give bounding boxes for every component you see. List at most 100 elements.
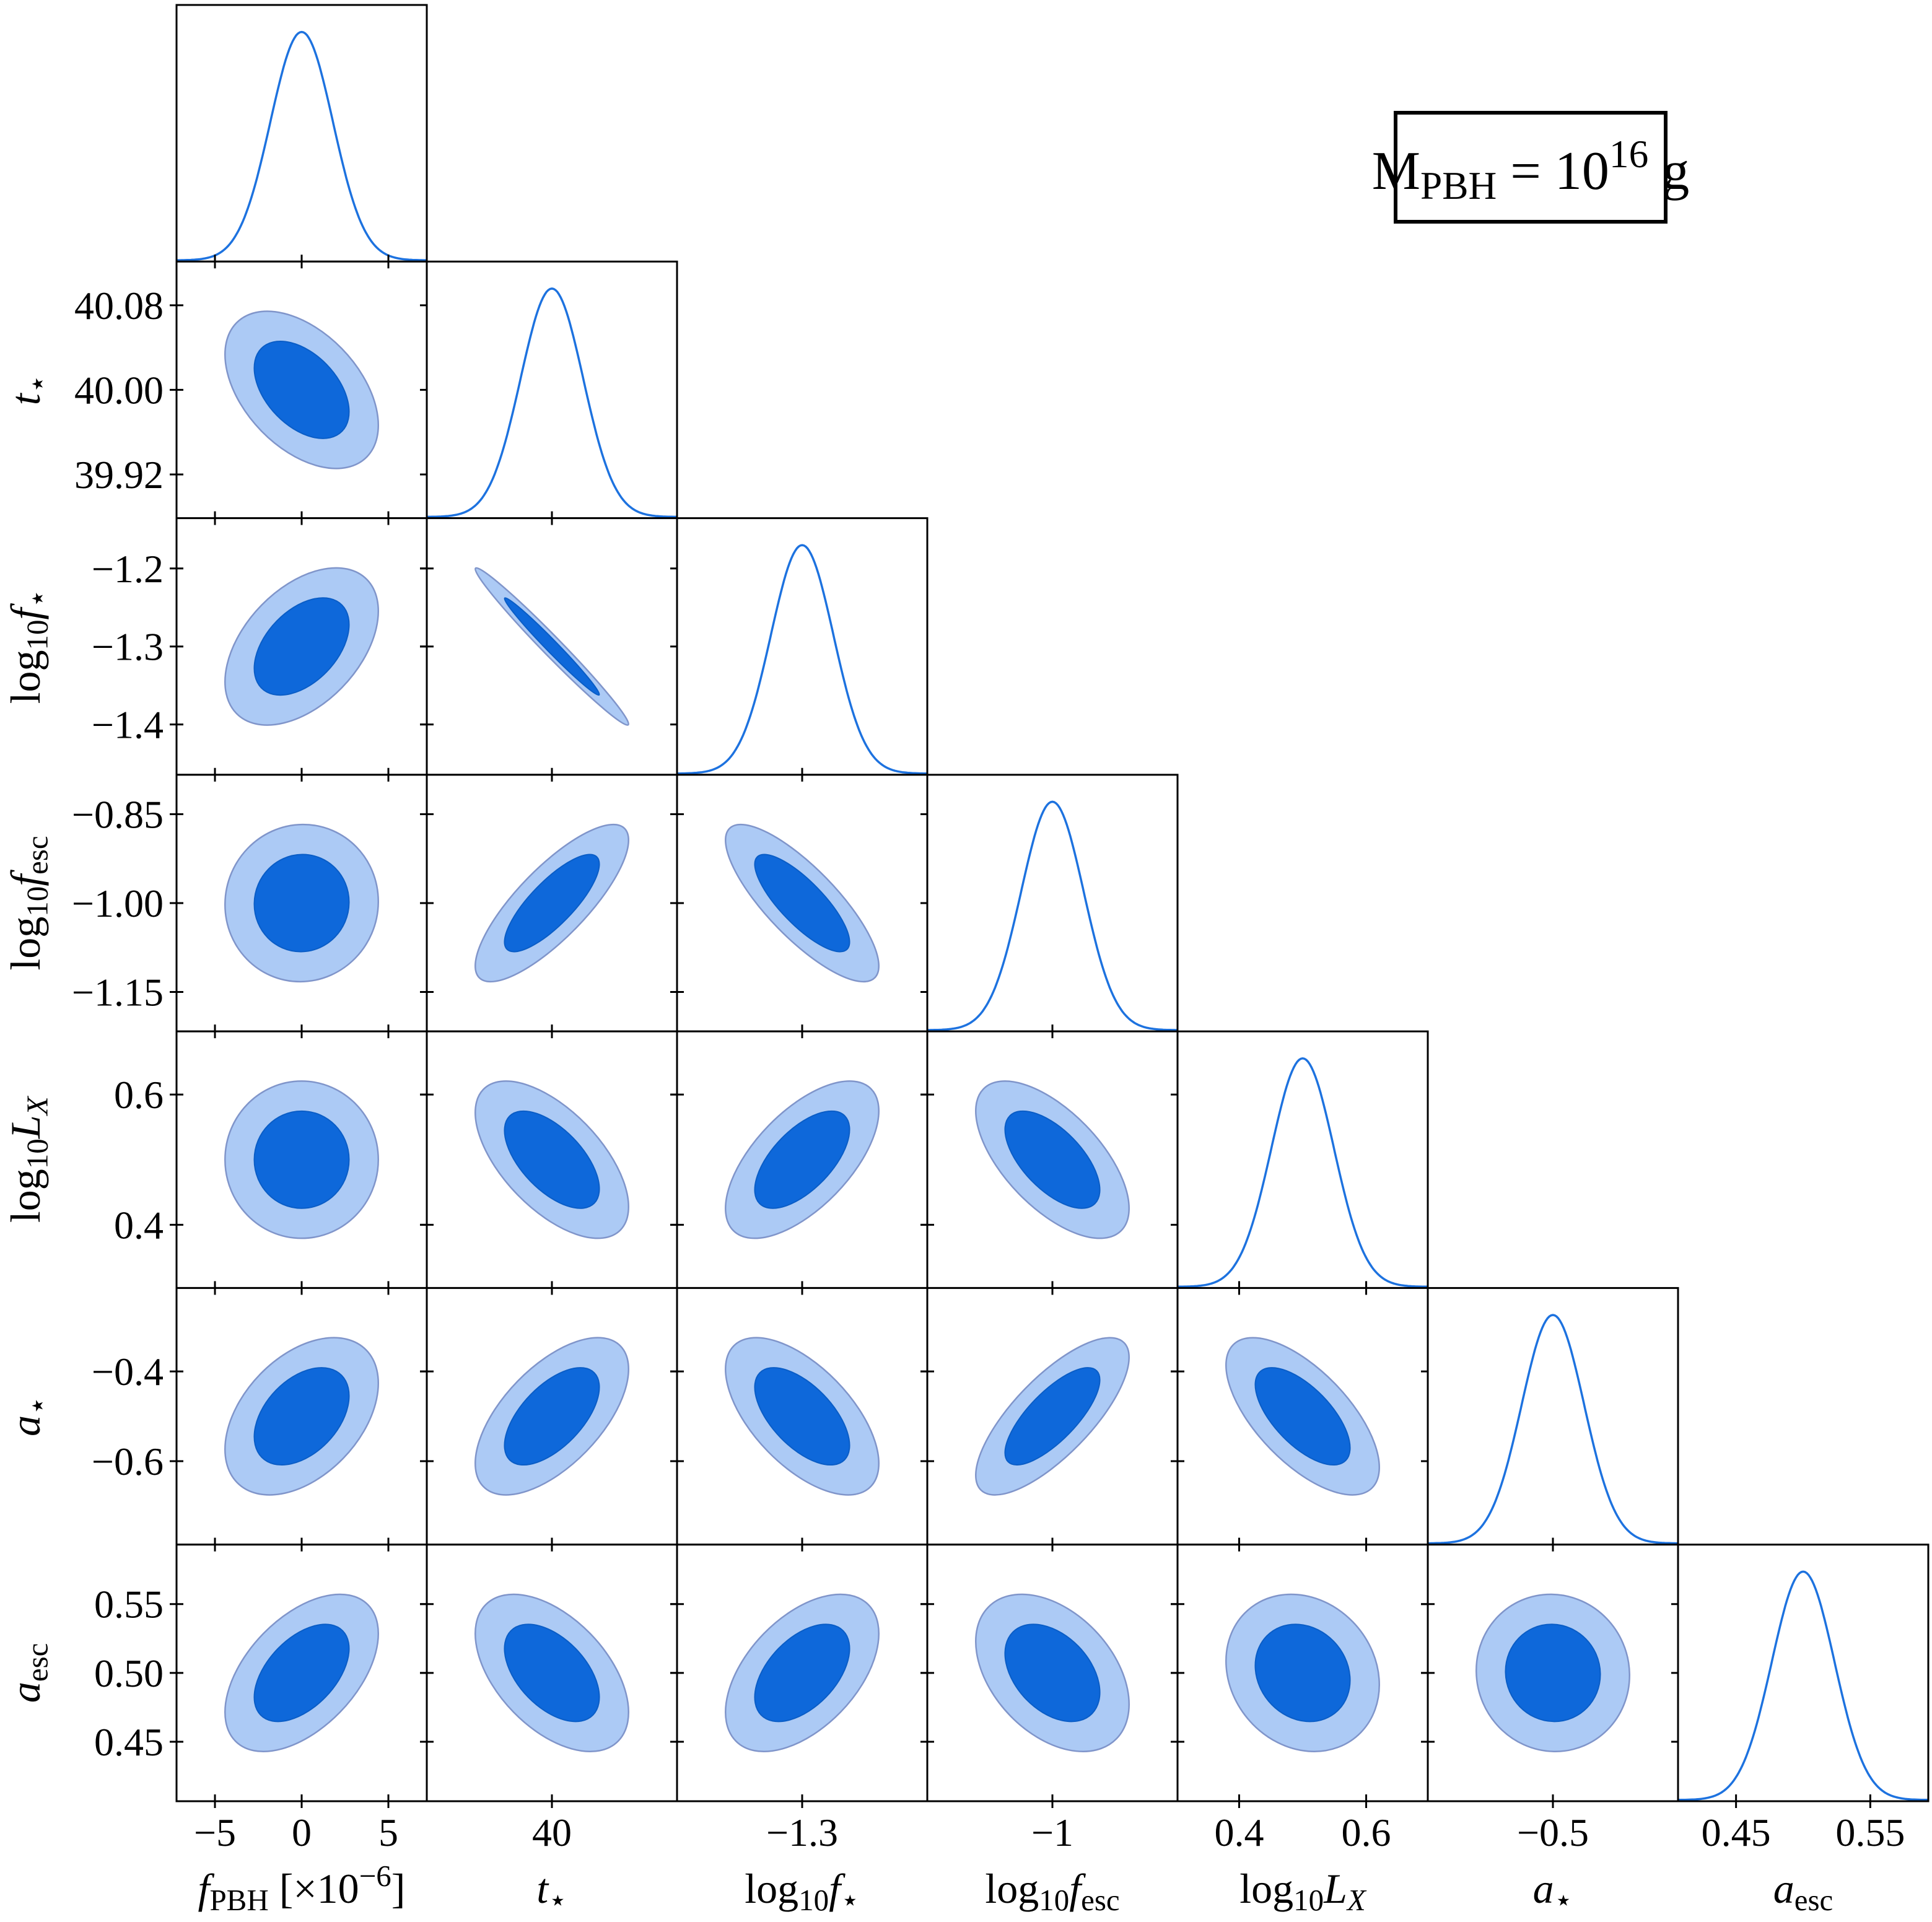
y-axis-label-log10_f_esc: log10fesc bbox=[2, 836, 54, 970]
contour-68 bbox=[236, 1349, 367, 1483]
contour-68 bbox=[500, 594, 603, 699]
panel-log10_f_esc-vs-log10_f_star bbox=[677, 775, 927, 1031]
contour-68 bbox=[1486, 1604, 1620, 1742]
marginal-density-curve bbox=[1178, 1057, 1428, 1288]
x-tick-label: 0.55 bbox=[1835, 1811, 1905, 1854]
contour-68 bbox=[1239, 1352, 1365, 1480]
panel-a_star-vs-f_PBH bbox=[177, 1288, 427, 1544]
marginal-density-curve bbox=[1428, 1314, 1678, 1545]
contour-ellipses bbox=[954, 1315, 1152, 1518]
y-axis-label-log10_f_star: log10f⋆ bbox=[2, 589, 54, 704]
panel-a_esc-vs-log10_f_esc bbox=[927, 1545, 1178, 1801]
contour-ellipses bbox=[946, 1564, 1159, 1781]
contour-68 bbox=[1236, 1604, 1370, 1741]
panel-a_star-vs-a_star bbox=[1427, 1286, 1679, 1546]
panel-a_star-vs-log10_f_esc bbox=[927, 1288, 1178, 1544]
y-tick-label: 0.50 bbox=[94, 1651, 164, 1695]
x-tick-label: 40 bbox=[532, 1811, 572, 1854]
y-tick-label: −0.85 bbox=[72, 792, 164, 836]
y-tick-label: 0.55 bbox=[94, 1583, 164, 1627]
contour-ellipses bbox=[447, 1566, 657, 1781]
y-tick-label: −1.15 bbox=[72, 971, 164, 1015]
contour-68 bbox=[738, 1351, 865, 1482]
y-tick-label: −1.3 bbox=[92, 625, 164, 669]
contour-68 bbox=[737, 1607, 867, 1739]
contour-ellipses bbox=[1445, 1562, 1661, 1784]
x-axis-label-t_star: t⋆ bbox=[536, 1865, 567, 1917]
contour-68 bbox=[742, 842, 862, 964]
y-tick-label: −1.4 bbox=[92, 703, 164, 747]
contour-ellipses bbox=[455, 804, 649, 1003]
y-tick-label: 0.4 bbox=[114, 1203, 164, 1247]
contour-68 bbox=[488, 1351, 615, 1482]
panel-a_star-vs-log10_LX bbox=[1178, 1288, 1428, 1544]
contour-68 bbox=[739, 1094, 865, 1225]
contour-ellipses bbox=[449, 1054, 655, 1265]
y-tick-label: 40.00 bbox=[74, 368, 164, 412]
y-tick-label: 40.08 bbox=[74, 284, 164, 328]
panel-log10_f_esc-vs-log10_f_esc bbox=[926, 774, 1179, 1033]
title-box: MPBH = 1016 g bbox=[1372, 111, 1689, 224]
contour-ellipses bbox=[1201, 1312, 1404, 1521]
x-tick-label: 5 bbox=[378, 1811, 398, 1854]
panel-log10_f_esc-vs-f_PBH bbox=[177, 775, 427, 1031]
contour-68 bbox=[987, 1605, 1118, 1740]
contour-ellipses bbox=[697, 1566, 907, 1781]
panel-a_esc-vs-a_star bbox=[1428, 1545, 1678, 1801]
contour-68 bbox=[235, 1091, 369, 1228]
panel-log10_f_star-vs-t_star bbox=[427, 518, 677, 775]
panel-a_esc-vs-f_PBH bbox=[177, 1545, 427, 1801]
panel-log10_f_star-vs-f_PBH bbox=[177, 518, 427, 775]
contour-68 bbox=[487, 1607, 616, 1739]
marginal-density-curve bbox=[677, 544, 927, 775]
contour-ellipses bbox=[196, 1308, 408, 1524]
y-tick-label: −0.4 bbox=[92, 1350, 164, 1394]
x-axis-label-log10_f_esc: log10fesc bbox=[985, 1865, 1119, 1917]
panel-f_PBH-vs-f_PBH bbox=[175, 4, 428, 263]
contour-ellipses bbox=[449, 1311, 655, 1521]
contour-68 bbox=[237, 580, 367, 714]
x-axis-label-a_esc: aesc bbox=[1773, 1865, 1834, 1917]
contour-ellipses bbox=[196, 282, 407, 498]
panel-a_esc-vs-log10_f_star bbox=[677, 1545, 927, 1801]
panel-a_star-vs-log10_f_star bbox=[677, 1288, 927, 1544]
x-axis-label-log10_f_star: log10f⋆ bbox=[745, 1865, 859, 1917]
panel-log10_f_esc-vs-t_star bbox=[427, 775, 677, 1031]
y-axis-label-a_star: a⋆ bbox=[2, 1396, 54, 1436]
x-tick-label: 0.45 bbox=[1702, 1811, 1771, 1854]
contour-ellipses bbox=[705, 804, 899, 1003]
panel-t_star-vs-t_star bbox=[426, 260, 678, 520]
x-axis-label-a_star: a⋆ bbox=[1533, 1865, 1573, 1917]
y-tick-label: 0.45 bbox=[94, 1720, 164, 1764]
contour-ellipses bbox=[196, 538, 407, 754]
panel-a_star-vs-t_star bbox=[427, 1288, 677, 1544]
x-tick-label: −1.3 bbox=[766, 1811, 838, 1854]
contour-68 bbox=[488, 1094, 615, 1225]
panel-a_esc-vs-t_star bbox=[427, 1545, 677, 1801]
contour-68 bbox=[492, 842, 612, 964]
contour-ellipses bbox=[699, 1311, 905, 1521]
panel-a_esc-vs-log10_LX bbox=[1178, 1545, 1428, 1801]
panel-log10_LX-vs-t_star bbox=[427, 1031, 677, 1288]
contour-ellipses bbox=[193, 792, 410, 1015]
y-axis-label-a_esc: aesc bbox=[2, 1643, 54, 1703]
contour-ellipses bbox=[193, 1049, 410, 1271]
panel-log10_LX-vs-log10_LX bbox=[1176, 1030, 1429, 1289]
x-axis-label-f_PBH: fPBH [×10−6] bbox=[198, 1859, 406, 1917]
marginal-density-curve bbox=[176, 30, 427, 261]
contour-ellipses bbox=[950, 1055, 1155, 1265]
x-tick-label: −5 bbox=[194, 1811, 236, 1854]
contour-68 bbox=[237, 1607, 366, 1739]
x-axis-label-log10_LX: log10LX bbox=[1239, 1865, 1367, 1917]
contour-ellipses bbox=[469, 561, 635, 732]
marginal-density-curve bbox=[927, 800, 1178, 1031]
contour-68 bbox=[235, 834, 369, 972]
panel-log10_LX-vs-log10_f_star bbox=[677, 1031, 927, 1288]
panel-t_star-vs-f_PBH bbox=[177, 261, 427, 518]
y-axis-label-log10_LX: log10LX bbox=[2, 1095, 54, 1223]
marginal-density-curve bbox=[427, 287, 677, 518]
x-tick-label: −1 bbox=[1031, 1811, 1073, 1854]
x-tick-label: −0.5 bbox=[1517, 1811, 1589, 1854]
